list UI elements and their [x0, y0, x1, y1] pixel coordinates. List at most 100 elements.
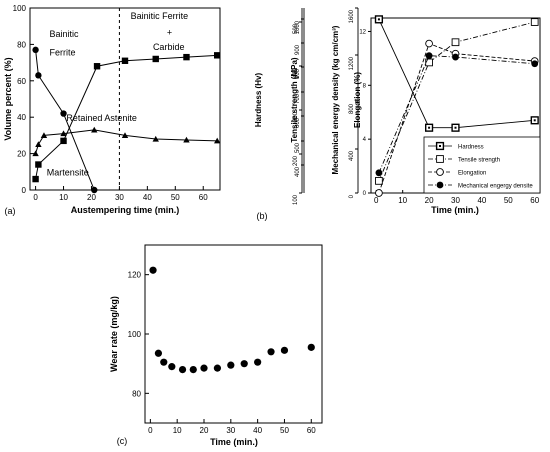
panel-b-tick-label-2: 1600 — [349, 9, 355, 23]
panel-a-point-s2 — [152, 135, 159, 142]
panel-b-legend-marker — [436, 181, 444, 189]
panel-b-legend-label: Elongation — [458, 171, 486, 177]
panel-a-point-s2 — [214, 137, 221, 144]
panel-a-annotation-bfc2: + — [167, 27, 172, 37]
panel-b-tick-label-1: 1000 — [295, 20, 301, 34]
panel-b-tick-label-0: 100 — [293, 194, 299, 205]
panel-a-tag: (a) — [5, 206, 16, 216]
panel-b-axis-label-0: Hardness (Hv) — [254, 73, 263, 128]
panel-c-point — [240, 360, 248, 368]
panel-b-tick-label-1: 800 — [295, 68, 301, 79]
panel-a-annotation-bfc1: Bainitic Ferrite — [131, 11, 189, 21]
panel-a-point-s2 — [40, 132, 48, 138]
panel-b-tag: (b) — [257, 211, 268, 221]
panel-b-xtick-label: 20 — [425, 196, 434, 205]
panel-a-xtick-label: 20 — [87, 193, 96, 202]
panel-b-axis-label-2: Mechanical energy density (kg cm/cm³) — [331, 25, 340, 174]
panel-a-ytick-label: 0 — [22, 186, 27, 195]
panel-b-tick-label-1: 900 — [295, 44, 301, 55]
panel-b-legend-marker — [436, 168, 444, 176]
panel-b-axis-label-3: Elongation (%) — [353, 72, 362, 128]
panel-b-xtick-label: 10 — [398, 196, 407, 205]
panel-b-point-s3 — [531, 60, 539, 68]
panel-c-point — [267, 348, 275, 356]
panel-c-xtick-label: 40 — [253, 426, 262, 435]
panel-a-ytick-label: 60 — [17, 77, 26, 86]
panel-a-ytick-label: 80 — [17, 40, 26, 49]
panel-b-tick-label-2: 1200 — [349, 56, 355, 70]
panel-c-point — [307, 343, 315, 351]
panel-b-tick-label-2: 800 — [349, 103, 355, 114]
panel-a-annotation-ra: Retained Astenite — [66, 113, 137, 123]
panel-c-point — [200, 364, 208, 372]
panel-c-point — [149, 266, 157, 274]
panel-b-tick-label-1: 500 — [295, 142, 301, 153]
panel-a-point-s1 — [91, 186, 98, 194]
panel-a-xtick-label: 50 — [171, 193, 180, 202]
panel-b-point-s3 — [452, 53, 459, 61]
panel-a-point-s2 — [183, 136, 190, 143]
panel-c-point — [227, 361, 235, 369]
panel-c-frame — [144, 244, 323, 424]
panel-a-point-s1 — [35, 72, 42, 79]
panel-c-xtick-label: 60 — [307, 426, 316, 435]
panel-b-tick-label-2: 400 — [349, 150, 355, 161]
panel-b-point-s0-dot — [454, 126, 457, 129]
panel-b-point-s0-dot — [377, 18, 380, 21]
panel-b-tick-label-3: 8 — [363, 83, 367, 89]
panel-b-tick-label-3: 0 — [363, 191, 367, 197]
panel-c-xtick-label: 10 — [173, 426, 182, 435]
panel-b-legend-marker — [436, 155, 444, 163]
panel-c-ytick-label: 100 — [128, 330, 142, 339]
panel-b-point-s0-dot — [428, 126, 431, 129]
panel-b-tick-label-0: 500 — [293, 23, 299, 34]
panel-a-point-s0 — [183, 53, 190, 61]
panel-c-ylabel: Wear rate (mg/kg) — [109, 296, 119, 372]
panel-b-tick-label-0: 400 — [293, 67, 299, 78]
panel-a-point-s0 — [35, 161, 42, 168]
panel-a-xtick-label: 0 — [33, 193, 38, 202]
panel-b-legend-label: Hardness — [458, 145, 484, 151]
panel-b-xtick-label: 60 — [530, 196, 539, 205]
panel-a-point-s0 — [214, 52, 221, 59]
panel-b-point-s1 — [530, 18, 539, 26]
panel-b-series-line-3 — [378, 55, 535, 173]
panel-b-point-s0-dot — [533, 119, 536, 122]
panel-b-point-s1 — [425, 58, 433, 67]
panel-a-xtick-label: 10 — [59, 193, 68, 202]
panel-a-point-s0 — [93, 63, 101, 70]
panel-b-legend-marker-dot — [439, 145, 441, 147]
panel-c-point — [213, 364, 222, 372]
panel-c-point — [154, 349, 163, 357]
panel-c-point — [168, 363, 176, 371]
panel-b-tick-label-2: 0 — [349, 194, 355, 198]
panel-a-ylabel: Volume percent (%) — [3, 57, 13, 140]
panel-b-tick-label-0: 300 — [293, 111, 299, 122]
panel-a-xlabel: Austempering time (min.) — [71, 205, 180, 215]
panel-c-point — [280, 346, 289, 354]
panel-b-axis-label-1: Tensile strength (MPa) — [290, 57, 299, 143]
panel-b-xlabel: Time (min.) — [431, 205, 479, 215]
panel-b-point-s1 — [375, 177, 383, 185]
panel-b-point-s1 — [451, 38, 460, 47]
panel-b-series-line-1 — [378, 21, 535, 182]
panel-c-xlabel: Time (min.) — [210, 437, 258, 447]
panel-c-xtick-label: 30 — [226, 426, 235, 435]
panel-a-point-s1 — [60, 110, 67, 117]
panel-a-xtick-label: 30 — [115, 193, 124, 202]
panel-b-legend-label: Tensile strength — [458, 158, 500, 164]
panel-b-legend-label: Mechanical engergy densite — [458, 184, 533, 190]
panel-c-point — [160, 358, 168, 366]
panel-c-point — [178, 366, 187, 374]
panel-a-point-s2 — [35, 141, 42, 148]
panel-b-point-s3 — [375, 169, 383, 177]
panel-a-point-s2 — [121, 132, 129, 138]
panel-b-tick-label-0: 200 — [293, 155, 299, 166]
panel-a-point-s2 — [32, 150, 39, 157]
panel-b-series-line-2 — [378, 42, 535, 194]
panel-b-point-s2 — [425, 39, 433, 48]
panel-a-point-s0 — [60, 137, 67, 145]
panel-a-series-line-1 — [35, 49, 95, 191]
panel-b-tick-label-1: 700 — [295, 93, 301, 104]
